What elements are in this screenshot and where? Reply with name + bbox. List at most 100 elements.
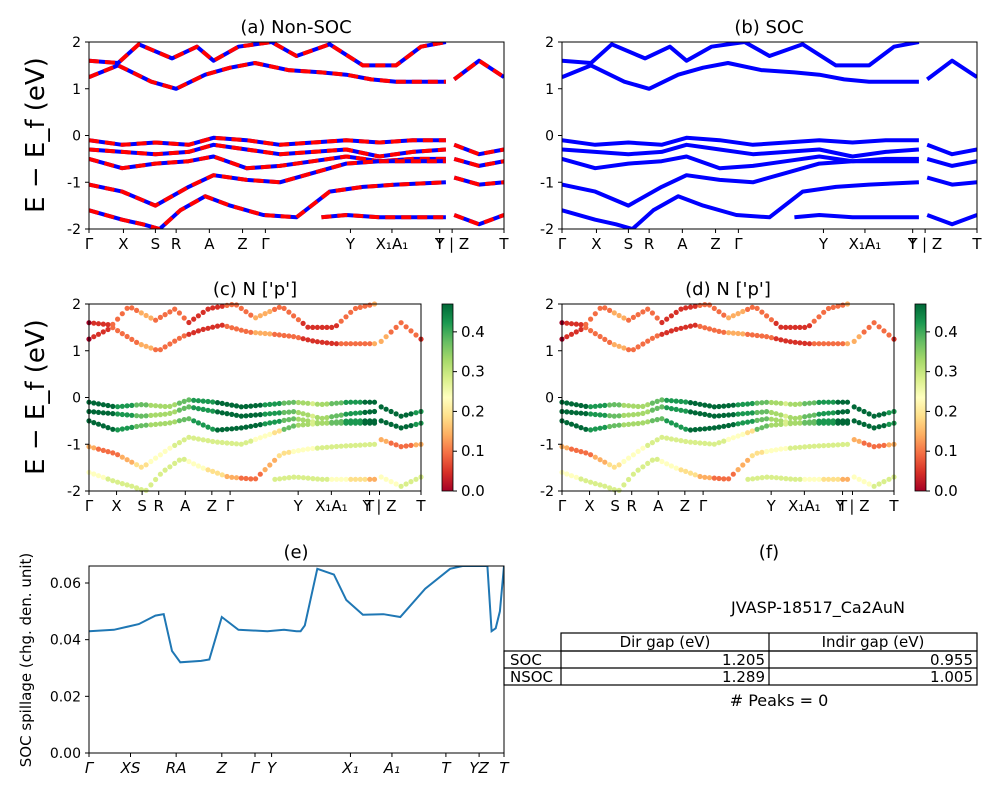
weight-dot: [100, 410, 106, 416]
weight-dot: [334, 476, 340, 482]
weight-dot: [668, 436, 675, 442]
panel-e-ylabel: SOC spillage (chg. den. unit): [17, 553, 35, 768]
weight-dot: [338, 341, 344, 347]
row-label-soc: SOC: [510, 651, 542, 669]
weight-dot: [573, 447, 579, 453]
weight-dot: [129, 402, 135, 408]
weight-dot: [276, 418, 282, 424]
weight-dot: [583, 478, 589, 484]
weight-dot: [583, 403, 589, 409]
weight-dot: [115, 328, 121, 334]
weight-dot: [153, 317, 159, 323]
weight-dot: [749, 428, 755, 434]
weight-dot: [844, 399, 851, 405]
weight-dot: [286, 425, 292, 431]
weight-dot: [143, 413, 149, 419]
weight-dot: [588, 316, 594, 322]
weight-dot: [830, 399, 836, 405]
weight-dot: [659, 434, 665, 440]
weight-dot: [310, 324, 316, 330]
weight-dot: [219, 303, 225, 309]
weight-dot: [338, 400, 344, 406]
weight-dot: [856, 334, 862, 340]
weight-dot: [649, 407, 656, 413]
weight-dot: [881, 411, 887, 417]
weight-dot: [844, 476, 851, 482]
weight-dot: [253, 403, 259, 409]
weight-dot: [871, 425, 877, 431]
weight-dot: [602, 424, 608, 430]
panel-d-xtick-label: Y: [766, 497, 777, 515]
weight-dot: [692, 410, 698, 416]
weight-dot: [214, 304, 221, 310]
panel-a-xtick-label: T: [434, 235, 445, 253]
weight-dot: [881, 479, 887, 485]
panel-e-ytick-label: 0.00: [50, 746, 81, 762]
weight-dot: [573, 474, 579, 480]
weight-dot: [214, 470, 221, 476]
weight-dot: [664, 330, 670, 336]
panel-b-ytick-label: 2: [545, 35, 554, 51]
weight-dot: [844, 408, 851, 415]
panel-e-xtick-label: T: [441, 759, 452, 777]
weight-dot: [157, 421, 163, 427]
weight-dot: [806, 413, 813, 419]
weight-dot: [626, 317, 632, 323]
weight-dot: [181, 405, 187, 411]
weight-dot: [611, 342, 617, 348]
weight-dot: [281, 332, 287, 339]
weight-dot: [371, 476, 378, 482]
weight-dot: [143, 487, 149, 493]
panel-c-ylabel: E − E_f (eV): [21, 319, 51, 475]
weight-dot: [219, 410, 225, 416]
weight-dot: [371, 420, 378, 426]
weight-dot: [764, 416, 770, 422]
weight-dot: [352, 442, 359, 448]
weight-dot: [100, 402, 106, 408]
weight-dot: [300, 417, 306, 423]
weight-dot: [172, 460, 178, 466]
weight-dot: [276, 428, 282, 434]
weight-dot: [773, 336, 779, 342]
weight-dot: [886, 410, 892, 416]
weight-dot: [329, 340, 335, 346]
weight-dot: [167, 341, 173, 347]
weight-dot: [186, 397, 192, 403]
weight-dot: [602, 305, 608, 311]
weight-dot: [210, 438, 216, 445]
weight-dot: [764, 334, 770, 340]
weight-dot: [248, 412, 254, 418]
weight-dot: [138, 342, 144, 348]
panel-d-xtick-label: R: [627, 497, 637, 515]
weight-dot: [181, 417, 187, 423]
weight-dot: [378, 338, 384, 344]
weight-dot: [702, 411, 708, 417]
weight-dot: [716, 403, 722, 410]
weight-dot: [238, 441, 244, 447]
weight-dot: [745, 419, 751, 425]
weight-dot: [811, 420, 817, 426]
weight-dot: [291, 409, 297, 415]
weight-dot: [886, 421, 892, 427]
weight-dot: [324, 340, 330, 346]
weight-dot: [716, 328, 722, 334]
weight-dot: [573, 329, 579, 335]
weight-dot: [398, 444, 404, 450]
weight-dot: [191, 418, 197, 424]
weight-dot: [157, 314, 163, 320]
weight-dot: [871, 413, 877, 419]
panel-c-xtick-label: T: [415, 497, 426, 515]
weight-dot: [100, 321, 106, 327]
weight-dot: [835, 303, 841, 309]
panel-e-xtick-label: YZ: [469, 759, 489, 777]
weight-dot: [295, 317, 301, 323]
weight-dot: [110, 478, 116, 484]
weight-dot: [811, 476, 817, 482]
weight-dot: [248, 476, 254, 482]
weight-dot: [338, 412, 344, 418]
weight-dot: [861, 329, 867, 335]
weight-dot: [740, 411, 746, 417]
weight-dot: [338, 443, 344, 449]
weight-dot: [783, 338, 789, 344]
